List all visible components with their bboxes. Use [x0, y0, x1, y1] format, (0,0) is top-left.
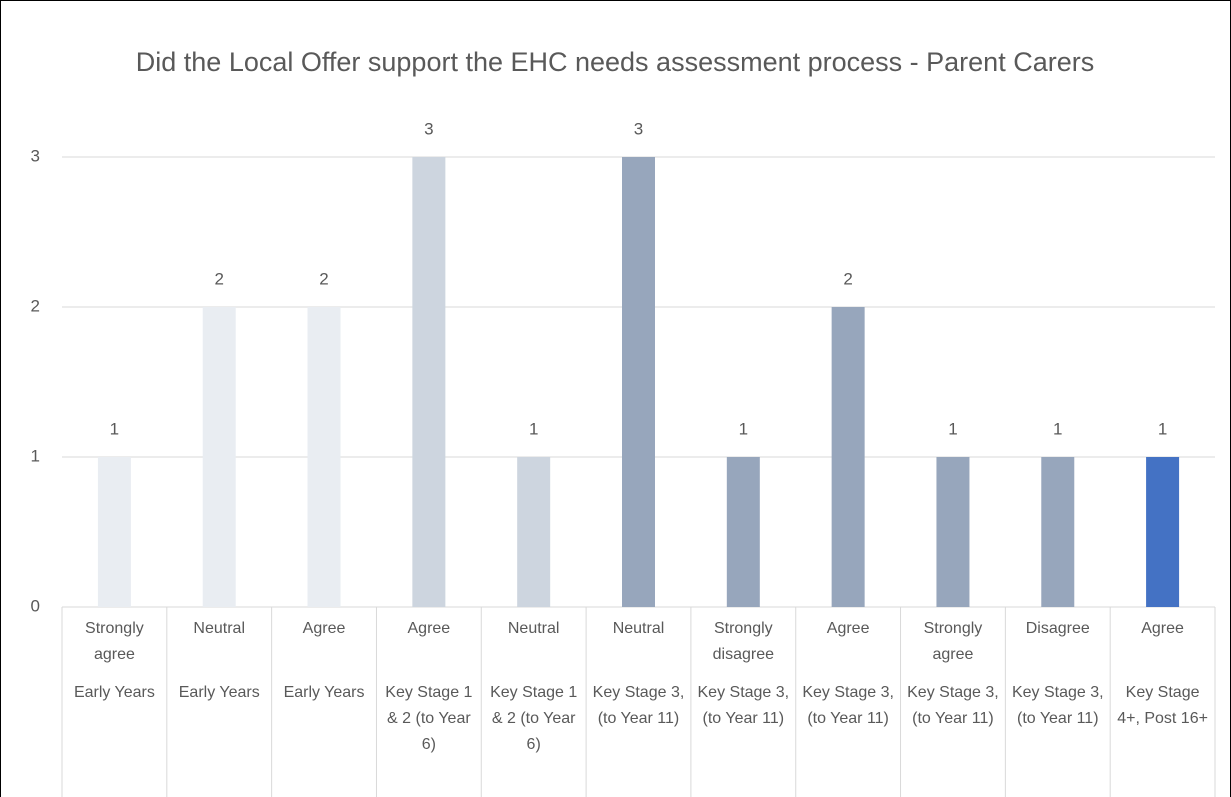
x-group-label: Key Stage 3, (to Year 11): [592, 684, 685, 727]
bar: [412, 157, 446, 607]
x-tick-label: Neutral: [193, 620, 245, 637]
x-tick-label: Agree: [1141, 620, 1184, 637]
data-label: 1: [1158, 419, 1167, 438]
x-tick-label: Strongly disagree: [712, 620, 774, 663]
y-tick-label: 2: [31, 296, 40, 315]
data-label: 2: [319, 269, 328, 288]
y-tick-label: 1: [31, 446, 40, 465]
x-tick-label: Agree: [826, 620, 870, 637]
data-label: 1: [529, 419, 538, 438]
bar: [97, 457, 131, 607]
data-label: 3: [424, 119, 433, 138]
bar: [517, 457, 551, 607]
bar: [202, 307, 236, 607]
x-group-label: Key Stage 1 & 2 (to Year 6): [385, 684, 473, 753]
x-tick-label: Agree: [302, 620, 346, 637]
data-label: 2: [843, 269, 852, 288]
data-label: 1: [948, 419, 957, 438]
data-label: 1: [110, 419, 119, 438]
x-group-label: Early Years: [178, 684, 260, 701]
bar: [726, 457, 760, 607]
y-tick-label: 3: [31, 146, 40, 165]
bar: [622, 157, 655, 607]
x-tick-label: Agree: [407, 620, 451, 637]
data-label: 2: [214, 269, 223, 288]
x-tick-label: Disagree: [1025, 620, 1090, 637]
bar: [307, 307, 341, 607]
x-tick-label: Neutral: [612, 620, 665, 637]
y-tick-label: 0: [31, 596, 40, 615]
x-tick-label: Strongly agree: [85, 620, 144, 663]
bar: [831, 307, 865, 607]
bar: [1146, 457, 1180, 607]
x-group-label: Early Years: [283, 684, 365, 701]
chart-title: Did the Local Offer support the EHC need…: [135, 47, 1095, 77]
bar: [1041, 457, 1075, 607]
x-tick-label: Strongly agree: [923, 620, 983, 663]
x-group-label: Key Stage 1 & 2 (to Year 6): [490, 684, 578, 753]
data-label: 1: [739, 419, 748, 438]
x-group-label: Key Stage 3, (to Year 11): [907, 684, 999, 727]
x-group-label: Key Stage 3, (to Year 11): [1011, 684, 1104, 727]
x-group-label: Key Stage 3, (to Year 11): [802, 684, 894, 727]
bar: [936, 457, 970, 607]
x-group-label: Early Years: [73, 684, 155, 701]
x-group-label: Key Stage 3, (to Year 11): [697, 684, 790, 727]
data-label: 3: [634, 119, 643, 138]
x-tick-label: Neutral: [507, 620, 560, 637]
x-group-label: Key Stage 4+, Post 16+: [1117, 684, 1208, 727]
data-label: 1: [1053, 419, 1062, 438]
